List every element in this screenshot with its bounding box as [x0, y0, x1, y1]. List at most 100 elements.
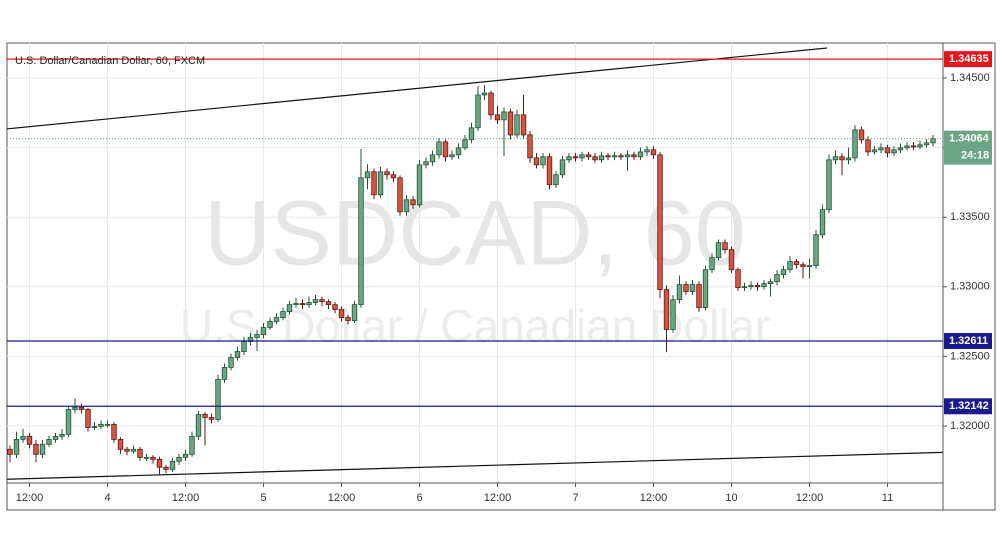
- candle-body: [33, 443, 39, 455]
- candle-body: [709, 257, 715, 271]
- candle-body: [722, 242, 728, 251]
- candle-body: [884, 147, 891, 154]
- candle-body: [735, 269, 741, 289]
- candle-body: [143, 456, 150, 459]
- candle-body: [273, 317, 280, 322]
- candle-body: [104, 423, 111, 426]
- candle-body: [182, 453, 189, 458]
- candle-body: [267, 321, 273, 328]
- candle-body: [767, 281, 774, 285]
- candle-body: [26, 435, 33, 445]
- candle-body: [592, 156, 598, 161]
- y-tick-label: 1.34500: [950, 72, 990, 84]
- candle-body: [293, 303, 299, 306]
- candle-body: [533, 157, 540, 166]
- countdown-label: 24:18: [961, 150, 989, 162]
- candle-body: [7, 448, 13, 455]
- candle-body: [377, 171, 384, 196]
- candle-body: [20, 435, 26, 440]
- candle-body: [423, 161, 429, 166]
- candle-body: [631, 154, 637, 158]
- watermark-symbol: USDCAD, 60: [204, 182, 746, 284]
- candle-body: [124, 448, 130, 452]
- candle-body: [150, 456, 156, 460]
- candle-body: [826, 159, 832, 211]
- y-tick-label: 1.32000: [950, 420, 990, 432]
- candle-body: [676, 284, 683, 301]
- price-tag-label: 1.34635: [949, 53, 989, 65]
- candle-body: [871, 149, 878, 153]
- candle-body: [208, 417, 215, 420]
- candle-body: [156, 458, 163, 468]
- candle-body: [891, 149, 897, 154]
- candle-body: [137, 448, 143, 458]
- candle-body: [46, 439, 52, 445]
- candle-body: [221, 367, 228, 380]
- candle-body: [299, 303, 306, 306]
- candle-body: [813, 234, 819, 267]
- last-price-label: 1.34064: [949, 133, 990, 145]
- plot: [6, 47, 943, 480]
- candle-body: [241, 341, 247, 352]
- candle-body: [806, 265, 813, 268]
- candle-body: [403, 199, 410, 213]
- candle-body: [579, 154, 585, 159]
- candle-body: [358, 177, 364, 306]
- candle-body: [111, 423, 117, 440]
- candle-body: [488, 92, 494, 116]
- price-tag: [944, 398, 992, 415]
- candle-body: [65, 409, 72, 435]
- candle-body: [852, 129, 858, 159]
- candle-body: [663, 289, 670, 330]
- trend-line: [6, 451, 943, 480]
- candle-body: [514, 114, 520, 136]
- candle-body: [280, 311, 286, 318]
- candle-body: [59, 434, 65, 437]
- candle-body: [637, 151, 644, 158]
- candle-body: [410, 199, 416, 206]
- candle-body: [319, 299, 325, 302]
- candle-body: [683, 284, 689, 292]
- candle-body: [507, 111, 514, 136]
- x-tick-label: 10: [725, 492, 737, 504]
- candle-body: [761, 283, 767, 288]
- candle-body: [800, 264, 806, 268]
- candle-body: [865, 139, 871, 153]
- x-tick-label: 12:00: [484, 492, 512, 504]
- candle-body: [416, 164, 423, 206]
- candle-body: [670, 299, 676, 330]
- x-tick-label: 11: [882, 492, 893, 504]
- candle-body: [572, 156, 579, 159]
- y-tick-label: 1.33000: [950, 281, 990, 293]
- candle-body: [741, 286, 748, 289]
- candle-body: [832, 156, 839, 161]
- candle-body: [494, 114, 501, 121]
- candle-body: [169, 460, 176, 470]
- candle-body: [897, 147, 904, 151]
- candle-body: [540, 156, 546, 166]
- candle-body: [696, 284, 702, 308]
- candle-body: [163, 466, 169, 470]
- candle-body: [754, 285, 761, 288]
- candle-body: [585, 154, 592, 158]
- candle-body: [527, 134, 533, 159]
- candle-body: [611, 155, 618, 158]
- candle-body: [338, 309, 345, 318]
- candle-body: [202, 413, 208, 418]
- chart-frame: [6, 42, 996, 511]
- candle-body: [702, 269, 709, 308]
- candle-body: [364, 171, 371, 179]
- candle-body: [566, 156, 572, 161]
- x-tick-label: 12:00: [328, 492, 356, 504]
- candle-body: [650, 149, 657, 156]
- candle-body: [455, 147, 462, 156]
- candle-body: [605, 155, 611, 158]
- candle-body: [793, 261, 800, 266]
- candle-body: [715, 242, 722, 259]
- candle-body: [78, 406, 85, 410]
- price-tag: [944, 51, 992, 68]
- x-tick-label: 12:00: [796, 492, 824, 504]
- candle-body: [189, 435, 195, 455]
- candle-body: [195, 413, 202, 437]
- y-tick-label: 1.32500: [950, 350, 990, 362]
